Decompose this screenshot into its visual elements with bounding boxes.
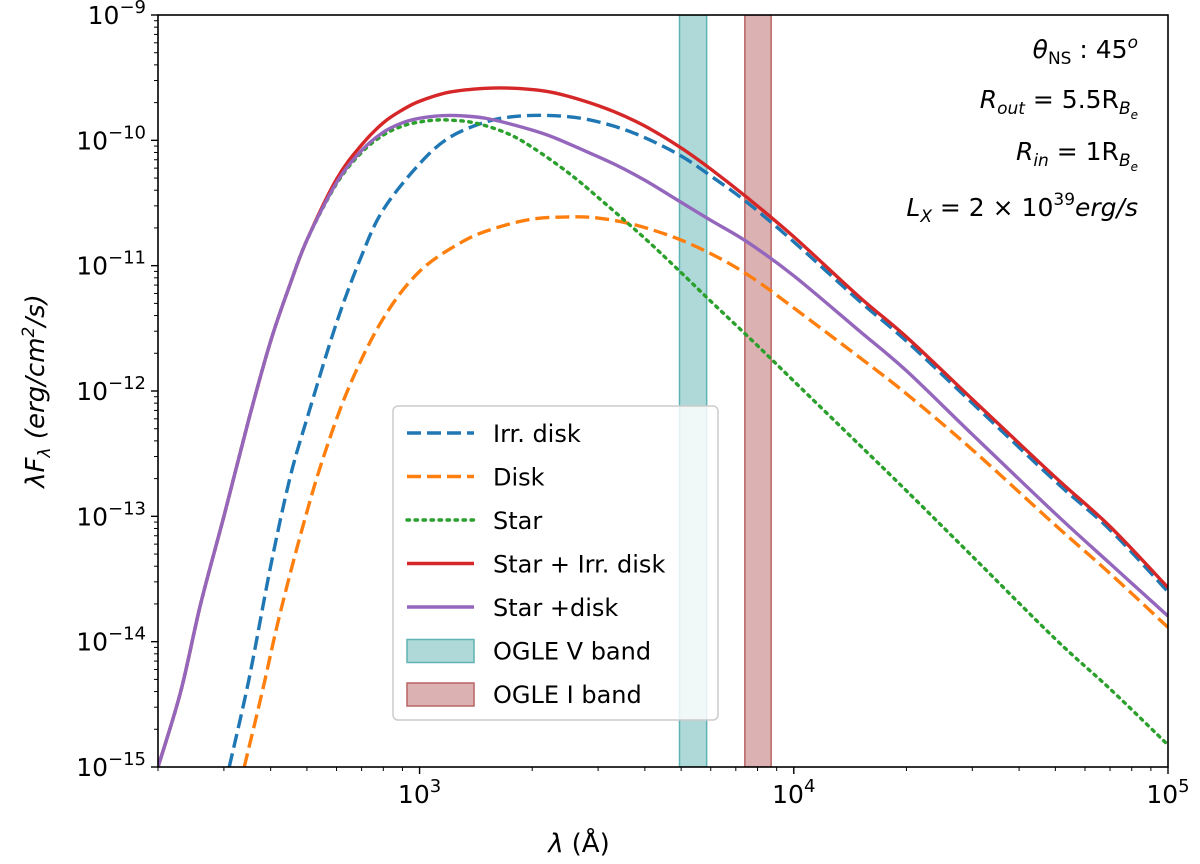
y-tick-label: 10−11 (76, 248, 146, 281)
annotation-rout: Rout = 5.5RBe (980, 85, 1138, 122)
y-axis: 10−9 10−10 10−11 10−12 10−13 10−14 10−15 (76, 0, 158, 782)
y-tick-label: 10−12 (76, 373, 146, 406)
band-ogle-i-band (744, 15, 772, 767)
annotation-lx: LX = 2 × 1039erg/s (906, 190, 1138, 227)
legend-swatch-ogle-i-band (406, 682, 475, 707)
legend-label-star-irr-disk: Star + Irr. disk (493, 551, 665, 579)
x-tick-label: 103 (398, 776, 441, 809)
annotation-theta: θNS : 45o (1033, 33, 1138, 69)
legend-label-disk: Disk (493, 464, 545, 492)
legend-swatch-ogle-v-band (406, 638, 475, 664)
legend-label-star: Star (493, 507, 542, 535)
series-disk (242, 215, 1168, 767)
legend-label-ogle-v-band: OGLE V band (493, 638, 651, 666)
y-tick-label: 10−10 (76, 122, 146, 155)
legend-label-star-disk: Star +disk (493, 594, 618, 622)
series-layer (158, 86, 1168, 767)
y-axis-label: λFλ (erg/cm2/s) (19, 294, 55, 490)
legend-label-irr-disk: Irr. disk (493, 420, 581, 448)
x-tick-label: 104 (772, 776, 815, 809)
x-axis: 103 104 105 (157, 767, 1190, 809)
y-tick-label: 10−15 (76, 749, 146, 782)
band-layer (678, 15, 772, 767)
legend-items: Irr. disk Disk Star Star + Irr. disk Star +d… (405, 420, 665, 709)
x-tick-label: 105 (1146, 776, 1189, 809)
y-tick-label: 10−13 (76, 498, 146, 531)
series-irr-disk (227, 113, 1168, 767)
series-star-disk (158, 113, 1168, 767)
y-tick-label: 10−9 (88, 0, 146, 30)
legend: Irr. disk Disk Star Star + Irr. disk Star +d… (392, 405, 719, 721)
x-axis-label: λ (Å) (546, 827, 609, 859)
annotation-rin: Rin = 1RBe (1016, 137, 1138, 174)
legend-label-ogle-i-band: OGLE I band (493, 681, 642, 709)
y-tick-label: 10−14 (76, 624, 146, 657)
